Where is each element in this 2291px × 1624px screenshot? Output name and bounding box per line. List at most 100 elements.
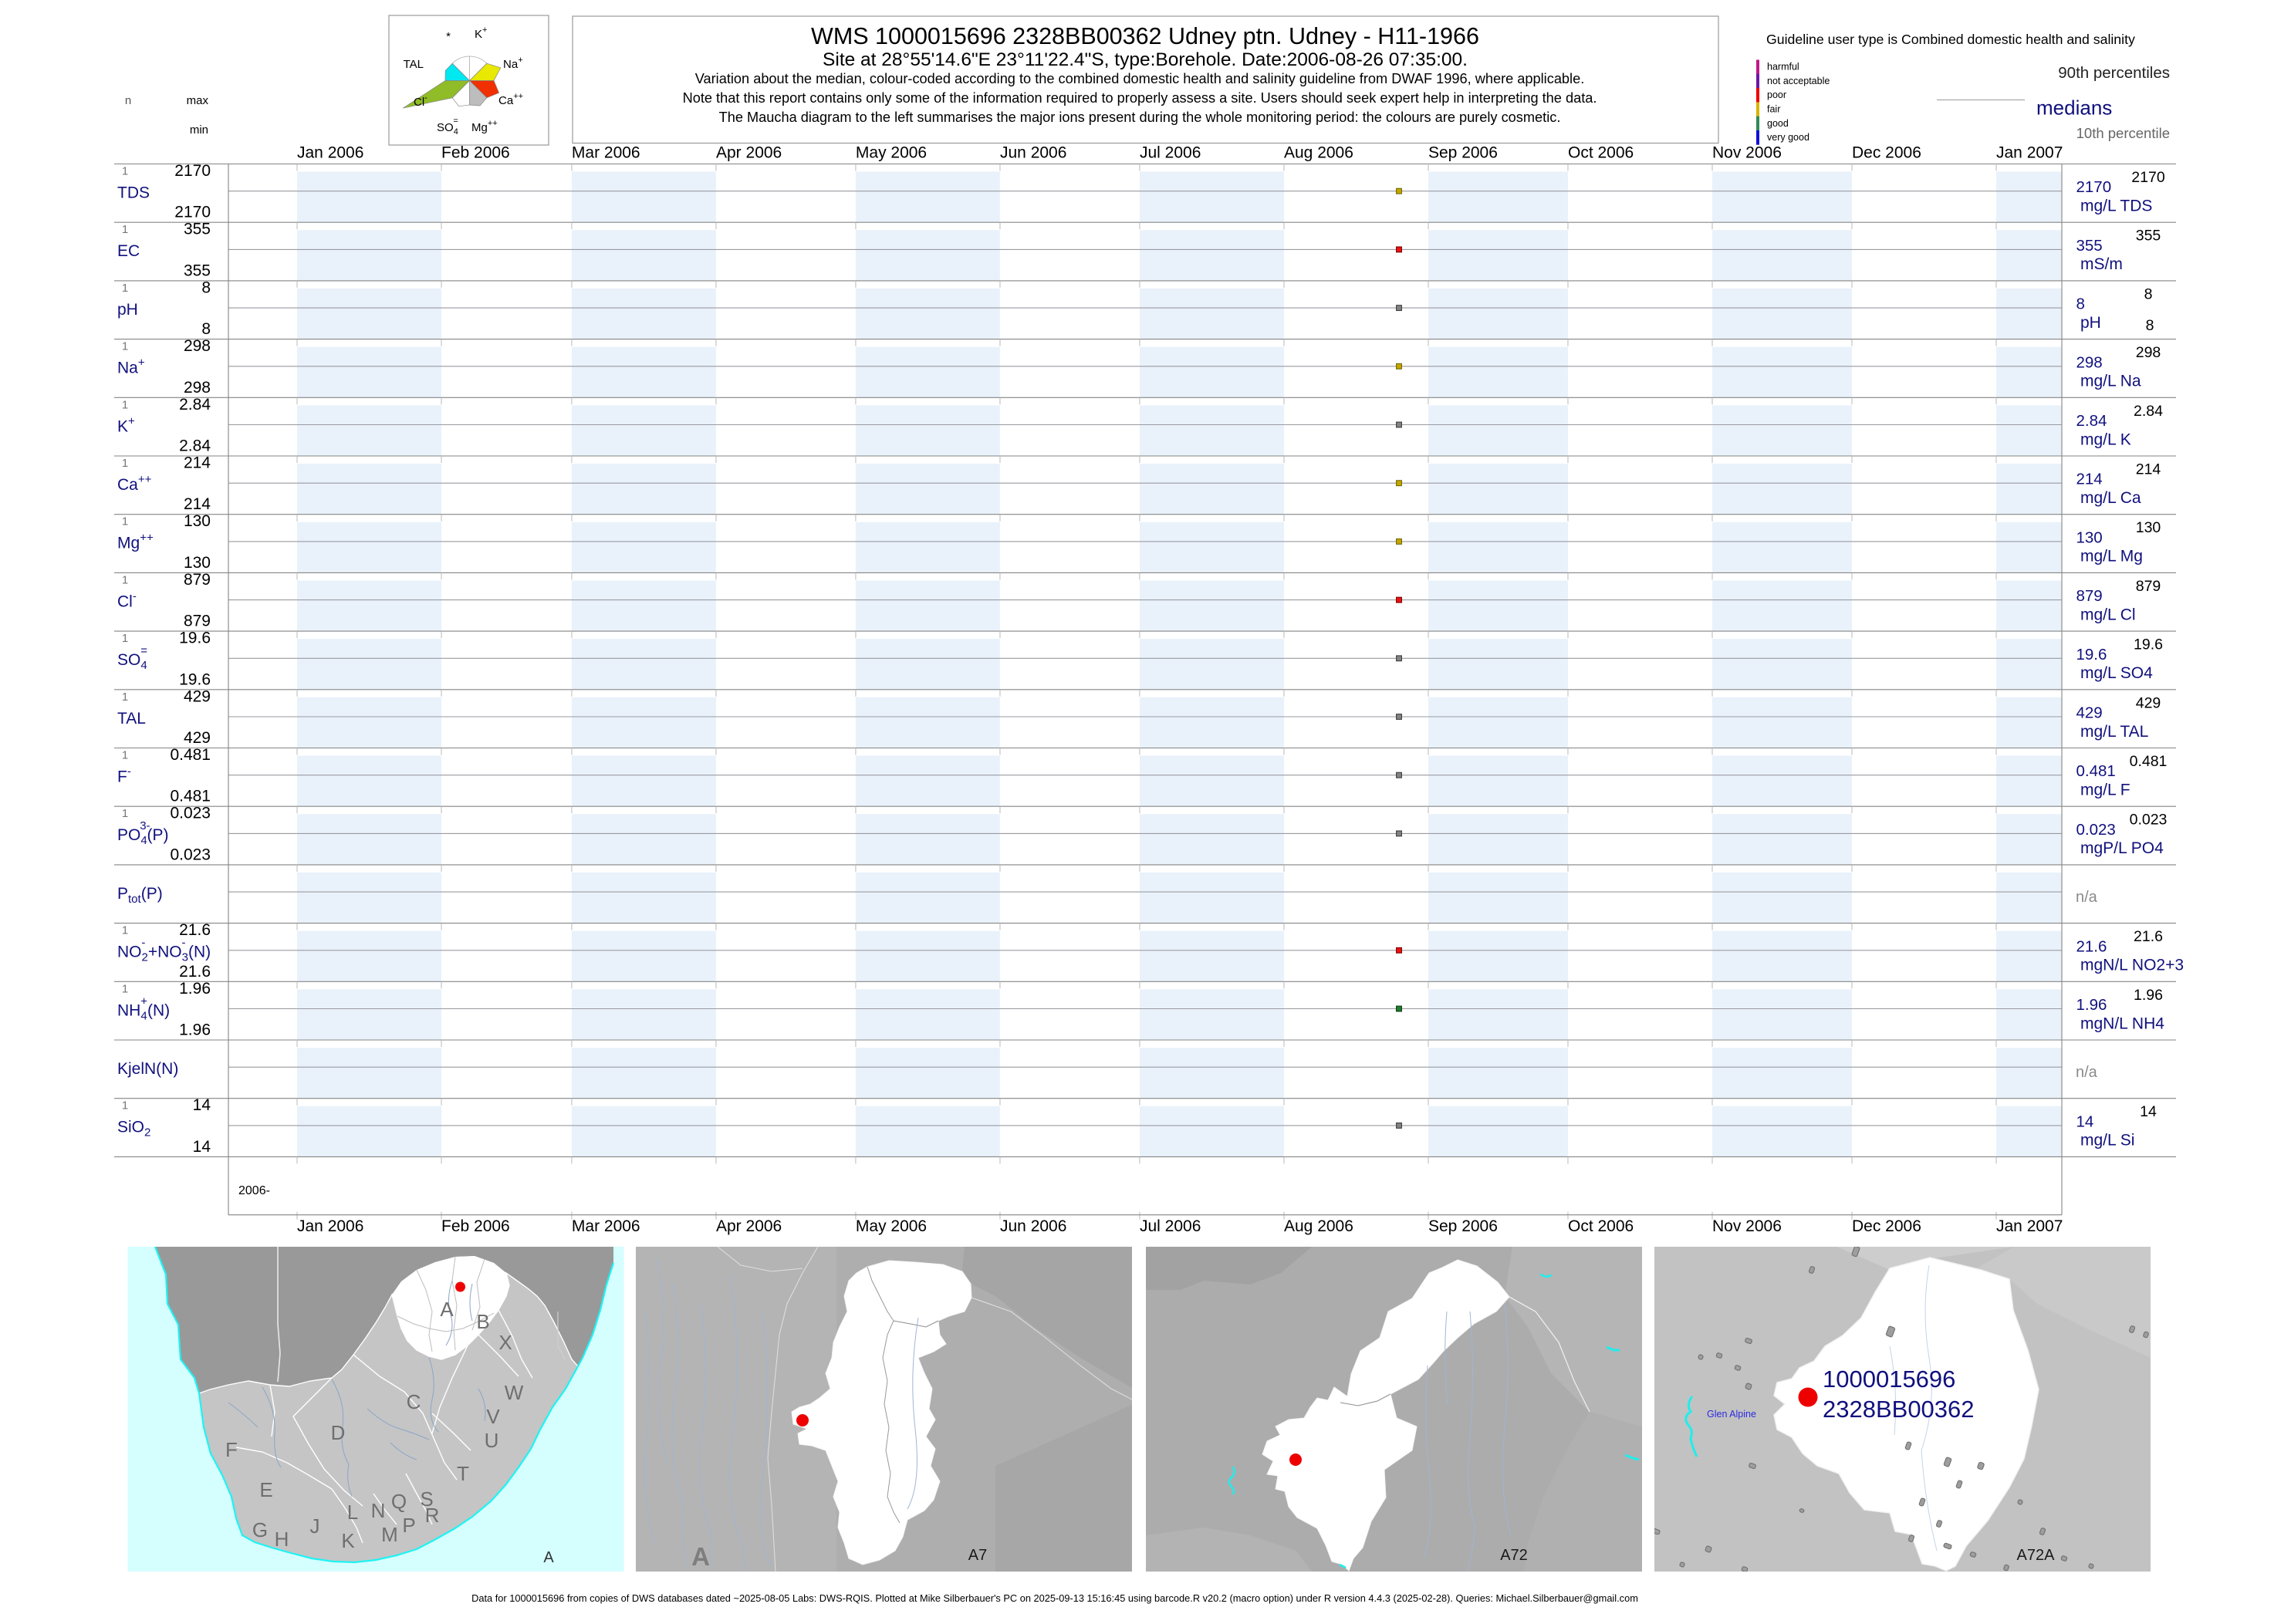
svg-text:harmful: harmful <box>1767 62 1799 73</box>
svg-text:Dec 2006: Dec 2006 <box>1852 1217 1921 1235</box>
svg-text:21.6: 21.6 <box>179 921 211 939</box>
svg-text:14: 14 <box>193 1096 211 1114</box>
svg-text:21.6: 21.6 <box>2134 928 2163 945</box>
svg-text:G: G <box>252 1518 268 1541</box>
svg-text:19.6: 19.6 <box>179 670 211 688</box>
svg-text:2170: 2170 <box>174 204 211 221</box>
svg-text:mg/L Ca: mg/L Ca <box>2080 489 2141 507</box>
svg-text:Q: Q <box>391 1490 407 1513</box>
svg-text:2328BB00362: 2328BB00362 <box>1823 1396 1975 1423</box>
svg-text:Glen Alpine: Glen Alpine <box>1707 1409 1756 1420</box>
svg-text:879: 879 <box>2136 578 2161 595</box>
svg-text:Oct 2006: Oct 2006 <box>1568 144 1634 162</box>
svg-text:A72A: A72A <box>2017 1547 2056 1564</box>
svg-text:19.6: 19.6 <box>179 630 211 647</box>
svg-text:214: 214 <box>2136 461 2161 478</box>
svg-text:Aug 2006: Aug 2006 <box>1284 144 1353 162</box>
svg-text:14: 14 <box>2076 1112 2094 1130</box>
svg-text:8: 8 <box>201 279 211 296</box>
svg-text:1.96: 1.96 <box>2134 987 2163 1004</box>
svg-text:pH: pH <box>117 301 138 319</box>
svg-text:879: 879 <box>184 571 211 589</box>
svg-text:May 2006: May 2006 <box>856 144 927 162</box>
svg-text:2170: 2170 <box>174 162 211 180</box>
svg-text:Dec 2006: Dec 2006 <box>1852 144 1921 162</box>
svg-text:1: 1 <box>122 340 128 353</box>
svg-text:Guideline user type is Combine: Guideline user type is Combined domestic… <box>1766 32 2135 47</box>
svg-text:C: C <box>407 1390 421 1413</box>
svg-text:298: 298 <box>2136 344 2161 361</box>
svg-text:max: max <box>187 94 209 107</box>
svg-text:2.84: 2.84 <box>179 396 211 414</box>
svg-text:N: N <box>371 1499 386 1522</box>
svg-text:1: 1 <box>122 457 128 470</box>
svg-text:1: 1 <box>122 632 128 645</box>
svg-text:mgN/L NO2+3: mgN/L NO2+3 <box>2080 957 2184 974</box>
svg-text:355: 355 <box>184 262 211 279</box>
svg-text:Jun 2006: Jun 2006 <box>1000 144 1066 162</box>
svg-text:mg/L Mg: mg/L Mg <box>2080 548 2143 566</box>
svg-text:mg/L F: mg/L F <box>2080 782 2130 799</box>
svg-text:Mar 2006: Mar 2006 <box>572 1217 640 1235</box>
svg-text:Variation about the median, c: Variation about the median, colour-coded… <box>695 71 1585 86</box>
svg-text:KjelN(N): KjelN(N) <box>117 1060 178 1078</box>
svg-text:Jan 2006: Jan 2006 <box>297 1217 363 1235</box>
svg-text:Jan 2007: Jan 2007 <box>1996 1217 2063 1235</box>
svg-text:2.84: 2.84 <box>2134 403 2163 420</box>
svg-text:mgP/L PO4: mgP/L PO4 <box>2080 839 2164 857</box>
svg-text:L: L <box>347 1501 358 1524</box>
svg-text:J: J <box>310 1514 320 1538</box>
svg-text:medians: medians <box>2036 96 2112 120</box>
svg-text:mg/L K: mg/L K <box>2080 430 2131 448</box>
svg-text:mgN/L NH4: mgN/L NH4 <box>2080 1015 2164 1032</box>
svg-text:Nov 2006: Nov 2006 <box>1712 144 1782 162</box>
svg-text:1: 1 <box>122 1099 128 1112</box>
svg-text:Jan 2007: Jan 2007 <box>1996 144 2063 162</box>
svg-text:The Maucha diagram to the left: The Maucha diagram to the left summarise… <box>719 110 1561 125</box>
svg-text:A72: A72 <box>1500 1547 1528 1564</box>
svg-text:8: 8 <box>2144 285 2153 302</box>
svg-text:R: R <box>425 1504 440 1527</box>
svg-text:min: min <box>190 123 208 137</box>
svg-text:879: 879 <box>184 613 211 630</box>
svg-text:14: 14 <box>193 1138 211 1156</box>
svg-text:1: 1 <box>122 165 128 178</box>
svg-text:429: 429 <box>2076 704 2103 722</box>
svg-text:90th percentiles: 90th percentiles <box>2058 64 2170 82</box>
svg-text:2170: 2170 <box>2131 169 2165 186</box>
svg-text:mg/L Cl: mg/L Cl <box>2080 606 2136 623</box>
svg-text:Note that this report contains: Note that this report contains only some… <box>683 90 1597 106</box>
svg-text:130: 130 <box>184 554 211 572</box>
svg-text:1: 1 <box>122 282 128 295</box>
svg-text:M: M <box>381 1523 398 1546</box>
svg-text:P: P <box>402 1514 415 1537</box>
svg-text:355: 355 <box>184 221 211 238</box>
svg-text:1: 1 <box>122 223 128 236</box>
svg-text:Feb 2006: Feb 2006 <box>441 1217 510 1235</box>
svg-text:mg/L Na: mg/L Na <box>2080 373 2141 390</box>
svg-text:Feb 2006: Feb 2006 <box>441 144 510 162</box>
svg-text:0.481: 0.481 <box>170 788 211 805</box>
svg-text:TAL: TAL <box>404 58 424 71</box>
svg-text:TDS: TDS <box>117 184 150 202</box>
svg-text:8: 8 <box>2146 317 2154 334</box>
svg-text:14: 14 <box>2140 1103 2157 1120</box>
svg-text:Jul 2006: Jul 2006 <box>1140 1217 1201 1235</box>
svg-text:*: * <box>446 30 451 43</box>
svg-text:298: 298 <box>184 379 211 397</box>
svg-text:0.023: 0.023 <box>170 846 211 863</box>
svg-text:1: 1 <box>122 573 128 586</box>
svg-text:Nov 2006: Nov 2006 <box>1712 1217 1782 1235</box>
svg-text:298: 298 <box>184 337 211 355</box>
svg-text:A: A <box>440 1298 454 1321</box>
svg-text:Site at 28°55'14.6"E 23°11'22.: Site at 28°55'14.6"E 23°11'22.4"S, type:… <box>823 49 1468 70</box>
svg-text:W: W <box>505 1381 524 1404</box>
svg-text:21.6: 21.6 <box>2076 937 2107 955</box>
svg-text:A7: A7 <box>968 1547 987 1564</box>
svg-text:Jan 2006: Jan 2006 <box>297 144 363 162</box>
svg-text:Data for 1000015696 from copie: Data for 1000015696 from copies of DWS d… <box>471 1592 1638 1604</box>
svg-text:10th percentile: 10th percentile <box>2076 125 2170 141</box>
svg-text:B: B <box>476 1310 489 1333</box>
svg-text:1: 1 <box>122 749 128 762</box>
svg-text:0.023: 0.023 <box>2076 821 2116 839</box>
